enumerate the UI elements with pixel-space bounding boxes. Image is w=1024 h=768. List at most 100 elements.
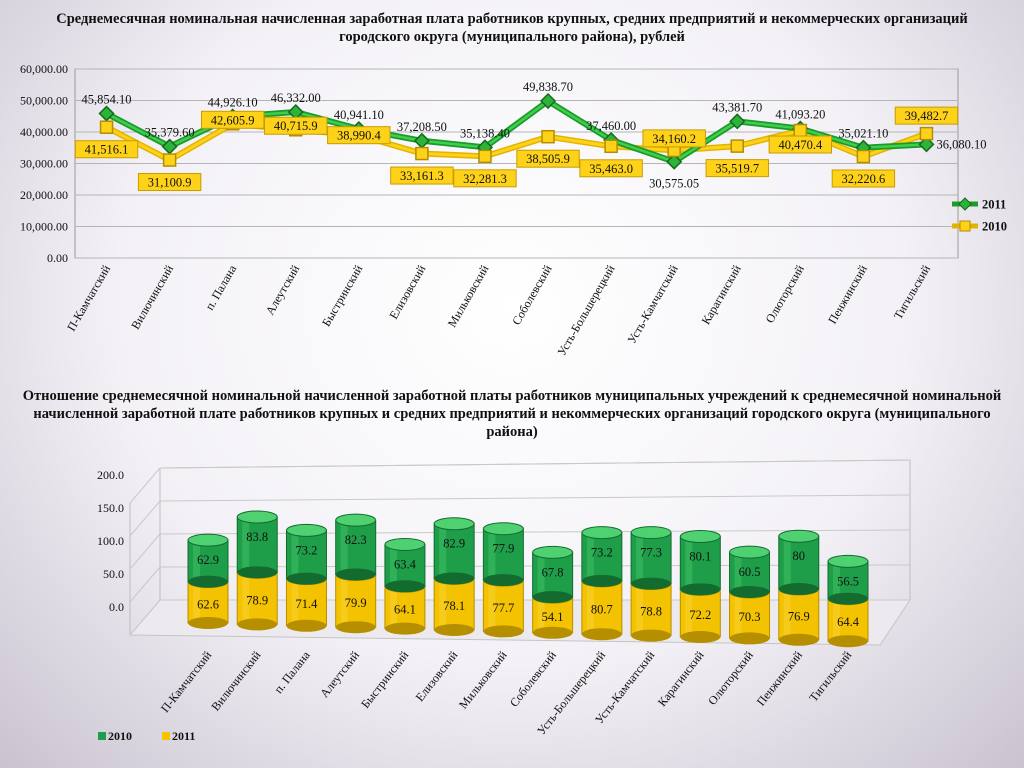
data-label-box-2010 xyxy=(642,129,706,148)
data-label-box-2010 xyxy=(327,126,391,145)
bar-segment-2010 xyxy=(335,513,377,581)
y-tick-label: 200.0 xyxy=(97,468,124,482)
x-tick-label: Пенжинский xyxy=(825,262,870,326)
bar-segment-2010-cap xyxy=(827,554,869,568)
data-point-2010 xyxy=(162,153,177,167)
data-label-2011: 44,926.10 xyxy=(208,95,258,109)
bar-segment-2010-cap xyxy=(630,526,672,540)
bar-segment-2010-shine xyxy=(488,530,496,579)
bar-segment-2010-body xyxy=(532,551,574,598)
bar-segment-2010-body xyxy=(335,519,377,575)
x-tick-label: Усть-Камчатский xyxy=(624,262,681,346)
bar-segment-2010-shine xyxy=(833,563,840,597)
bar-segment-2010-cap xyxy=(482,522,524,536)
bar-segment-2011-body xyxy=(778,588,820,641)
data-label-2011: 78.8 xyxy=(640,605,662,619)
data-label-box-2010 xyxy=(579,159,643,178)
y-tick-label: 100.0 xyxy=(97,534,124,548)
bar-segment-2011-shine xyxy=(586,582,594,633)
bar-segment-2011-base xyxy=(778,633,819,646)
bar-segment-2010-shine xyxy=(389,546,397,585)
bar-segment-2011-base xyxy=(237,618,278,631)
x-tick-label: Вилючинский xyxy=(128,262,176,332)
legend-marker-2010 xyxy=(959,220,971,232)
bar-segment-2010-base xyxy=(384,580,425,593)
bar-segment-2010 xyxy=(285,523,327,585)
gridline-side xyxy=(129,566,161,603)
x-tick-label: п. Палана xyxy=(202,262,239,313)
gridline-side xyxy=(129,467,161,504)
bar-segment-2010-body xyxy=(581,532,623,582)
bar-segment-2011-shine xyxy=(783,591,791,638)
bar-chart-3d: 0.0 50.0 100.0 150.0 200.0 62.6 62.9 П-Камчатск… xyxy=(97,459,911,743)
data-label-box-2010 xyxy=(200,110,265,129)
legend-swatch xyxy=(162,732,170,740)
bar-segment-2011-shine xyxy=(636,585,644,634)
gridline-side xyxy=(129,500,161,537)
data-label-2010: 38,505.9 xyxy=(526,152,570,166)
x-tick-label: Олюторский xyxy=(763,262,808,325)
x-tick-label: Тигильский xyxy=(891,262,934,322)
data-label-2011: 71.4 xyxy=(296,597,319,611)
bar-segment-2010-cap xyxy=(236,510,278,524)
data-label-2010: 40,470.4 xyxy=(778,138,823,152)
bar-segment-2010-cap xyxy=(433,517,475,531)
data-label-box-2010 xyxy=(137,173,202,192)
bar-segment-2011-body xyxy=(236,571,278,625)
bar-segment-2010-shine xyxy=(636,534,644,582)
data-label-2010: 56.5 xyxy=(837,574,859,588)
data-label-2011: 64.4 xyxy=(837,615,860,629)
data-label-2011: 30,575.05 xyxy=(649,177,699,191)
data-point-2011 xyxy=(413,132,430,149)
bar-segment-2011-shine xyxy=(439,580,447,628)
bar-segment-2011-shine xyxy=(685,591,693,635)
data-point-2010 xyxy=(730,139,744,153)
x-tick-label: Алеутский xyxy=(317,648,362,700)
bar-segment-2010-body xyxy=(384,543,426,587)
bar-segment-2010-body xyxy=(187,539,229,583)
bar-segment-2011-shine xyxy=(193,583,200,621)
bar-segment-2011-base xyxy=(680,631,721,643)
bar-segment-2010-base xyxy=(729,586,770,599)
data-label-2011: 78.1 xyxy=(443,599,465,613)
data-label-2011: 45,854.10 xyxy=(82,93,132,107)
bar-segment-2010-cap xyxy=(581,526,623,540)
bar-segment-2010-shine xyxy=(537,554,545,596)
data-label-2010: 80 xyxy=(793,549,806,563)
bar-segment-2010-base xyxy=(828,592,868,605)
x-tick-label: Мильковский xyxy=(445,262,492,330)
data-label-2011: 35,379.60 xyxy=(145,126,195,140)
data-label-2010: 32,281.3 xyxy=(463,172,507,186)
data-label-2010: 77.9 xyxy=(492,542,514,556)
data-point-2010 xyxy=(793,123,808,138)
data-point-2011 xyxy=(539,92,557,110)
x-tick-label: П-Камчатский xyxy=(64,262,113,333)
y-tick-label: 60,000.00 xyxy=(20,62,68,76)
bar-segment-2010-shine xyxy=(439,525,447,577)
data-label-2011: 76.9 xyxy=(788,609,810,623)
bar-segment-2011-shine xyxy=(340,576,348,626)
data-label-box-2010 xyxy=(705,159,769,178)
data-label-2010: 40,715.9 xyxy=(274,119,318,133)
data-label-2011: 70.3 xyxy=(739,610,761,624)
bar-segment-2011-body xyxy=(433,577,475,631)
bar-segment-2010 xyxy=(827,554,869,605)
chart2-title: Отношение среднемесячной номинальной нач… xyxy=(22,388,1002,440)
bar-segment-2011-base xyxy=(581,628,622,641)
gridline xyxy=(159,494,911,502)
x-tick-label: Олюторский xyxy=(705,648,756,708)
y-tick-label: 0.0 xyxy=(109,600,124,614)
bar-segment-2010-cap xyxy=(778,529,820,543)
data-label-2010: 62.9 xyxy=(197,553,219,567)
x-tick-label: Соболевский xyxy=(509,262,555,327)
data-label-2010: 63.4 xyxy=(394,557,417,571)
x-tick-label: Пенжинский xyxy=(754,648,806,709)
bar-segment-2010-base xyxy=(237,566,278,579)
bar-segment-2011-base xyxy=(828,635,868,648)
bar-segment-2011-body xyxy=(285,578,327,627)
data-label-2011: 80.7 xyxy=(591,603,613,617)
data-label-2010: 67.8 xyxy=(542,565,564,579)
data-point-2010 xyxy=(604,139,618,154)
bar-segment-2010-body xyxy=(433,523,475,579)
bar-segment-2011-base xyxy=(384,622,425,635)
